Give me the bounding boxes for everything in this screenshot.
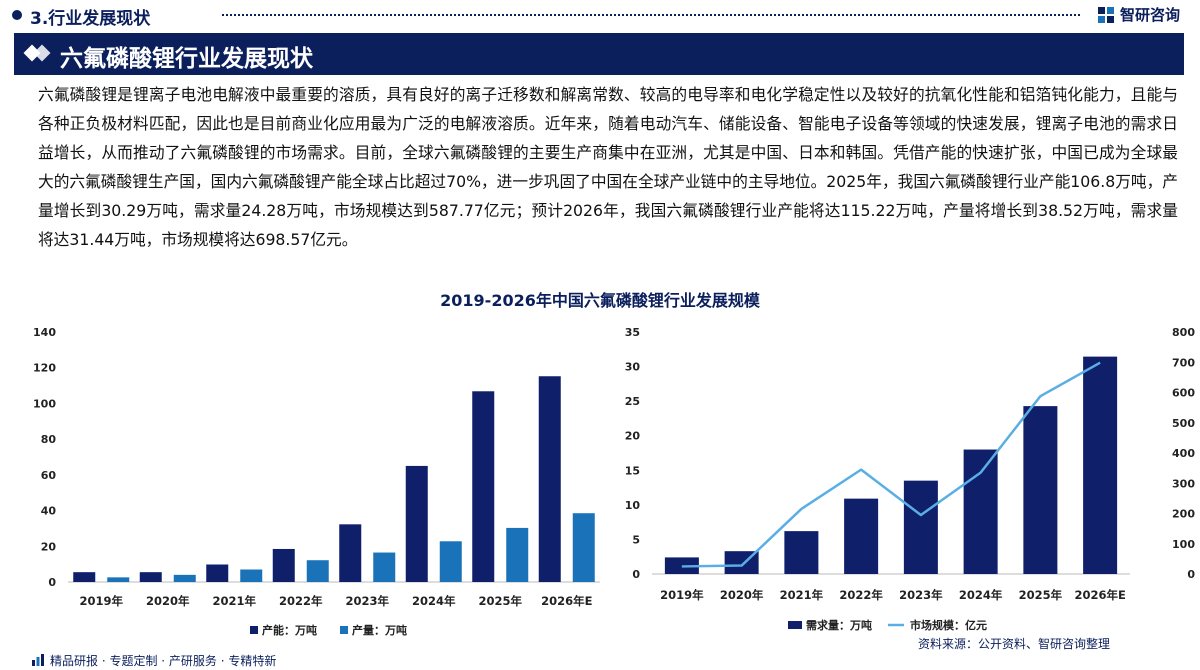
capacity-bar <box>73 572 96 582</box>
legend-label: 产能：万吨 <box>262 623 317 637</box>
market-size-line <box>681 361 1101 568</box>
y-right-tick-label: 200 <box>1172 508 1195 521</box>
demand-bar <box>784 531 819 574</box>
x-tick-label: 2022年 <box>279 594 323 608</box>
x-tick-label: 2024年 <box>959 588 1003 602</box>
demand-bar <box>1083 356 1118 574</box>
y-tick-label: 0 <box>48 576 56 589</box>
x-tick-label: 2021年 <box>780 588 824 602</box>
data-source: 资料来源：公开资料、智研咨询整理 <box>918 637 1111 651</box>
y-tick-label: 140 <box>33 326 56 339</box>
x-tick-label: 2019年 <box>79 594 123 608</box>
y-tick-label: 20 <box>41 540 57 553</box>
legend-label: 需求量：万吨 <box>806 618 872 632</box>
y-right-tick-label: 600 <box>1172 387 1195 400</box>
y-right-tick-label: 500 <box>1172 417 1195 430</box>
demand-bar <box>844 498 879 574</box>
output-bar <box>439 541 462 582</box>
x-tick-label: 2021年 <box>212 594 256 608</box>
demand-bar <box>903 480 938 574</box>
demand-bar <box>963 449 998 574</box>
title-banner: 六氟磷酸锂行业发展现状 <box>14 33 1184 75</box>
bullet-dot-icon <box>12 10 22 20</box>
y-right-tick-label: 300 <box>1172 477 1195 490</box>
demand-market-chart: 0 5 10 15 20 25 30 35 0 100 200 300 400 500 600 700 800 2… <box>625 326 1196 632</box>
y-left-tick-label: 30 <box>625 361 641 374</box>
capacity-bar <box>139 572 162 582</box>
x-tick-label: 2019年 <box>660 588 704 602</box>
top-bar: 3.行业发展现状 智研咨询 <box>0 0 1200 30</box>
capacity-bar <box>339 524 362 582</box>
y-tick-label: 100 <box>33 397 56 410</box>
legend-label: 市场规模：亿元 <box>910 618 987 632</box>
dotted-divider <box>222 14 1080 16</box>
y-left-tick-label: 20 <box>625 430 641 443</box>
x-tick-label: 2022年 <box>839 588 883 602</box>
legend-swatch <box>340 626 348 634</box>
x-tick-label: 2026年E <box>1074 588 1126 602</box>
y-right-tick-label: 0 <box>1187 568 1195 581</box>
output-bar <box>506 527 529 582</box>
legend-swatch <box>250 626 258 634</box>
y-right-tick-label: 100 <box>1172 538 1195 551</box>
output-bar <box>306 560 329 582</box>
capacity-bar <box>538 376 561 582</box>
y-right-tick-label: 700 <box>1172 356 1195 369</box>
chart-title: 2019-2026年中国六氟磷酸锂行业发展规模 <box>440 291 760 310</box>
page-title: 六氟磷酸锂行业发展现状 <box>60 46 313 72</box>
footer: 精品研报 · 专题定制 · 产研服务 · 专精特新 <box>0 650 1200 670</box>
x-tick-label: 2025年 <box>478 594 522 608</box>
y-right-tick-label: 400 <box>1172 447 1195 460</box>
x-tick-label: 2026年E <box>541 594 593 608</box>
capacity-bar <box>472 391 495 582</box>
y-tick-label: 40 <box>41 505 57 518</box>
brand-logo-icon <box>1098 6 1114 23</box>
body-paragraph: 六氟磷酸锂是锂离子电池电解液中最重要的溶质，具有良好的离子迁移数和解离常数、较高… <box>38 85 1178 249</box>
y-left-tick-label: 5 <box>632 533 640 546</box>
demand-bar <box>1023 406 1058 574</box>
y-left-tick-label: 25 <box>625 395 640 408</box>
y-tick-label: 60 <box>41 469 57 482</box>
y-right-tick-label: 800 <box>1172 326 1195 339</box>
y-left-tick-label: 15 <box>625 464 640 477</box>
x-tick-label: 2023年 <box>899 588 943 602</box>
section-heading: 3.行业发展现状 <box>30 9 151 29</box>
footer-tagline: 精品研报 · 专题定制 · 产研服务 · 专精特新 <box>50 654 277 668</box>
diamond-icon <box>33 44 51 62</box>
capacity-bar <box>405 465 428 582</box>
y-tick-label: 80 <box>41 433 57 446</box>
output-bar <box>173 574 196 582</box>
x-tick-label: 2020年 <box>720 588 764 602</box>
x-tick-label: 2025年 <box>1019 588 1063 602</box>
legend-swatch <box>788 621 802 629</box>
x-tick-label: 2024年 <box>412 594 456 608</box>
brand-name: 智研咨询 <box>1120 6 1181 24</box>
legend-label: 产量：万吨 <box>352 623 407 637</box>
capacity-bar <box>272 548 295 582</box>
output-bar <box>240 569 263 582</box>
y-left-tick-label: 10 <box>625 499 641 512</box>
x-tick-label: 2020年 <box>146 594 190 608</box>
report-icon <box>32 654 44 666</box>
brand: 智研咨询 <box>1098 4 1180 25</box>
y-left-tick-label: 35 <box>625 326 640 339</box>
output-bar <box>107 577 130 582</box>
output-bar <box>572 513 595 582</box>
y-left-tick-label: 0 <box>632 568 640 581</box>
y-tick-label: 120 <box>33 362 56 375</box>
capacity-output-chart: 0 20 40 60 80 100 120 140 2019年 2020年 2021年 2022年 20… <box>33 326 600 637</box>
capacity-bar <box>206 564 229 582</box>
x-tick-label: 2023年 <box>345 594 389 608</box>
output-bar <box>373 552 396 582</box>
